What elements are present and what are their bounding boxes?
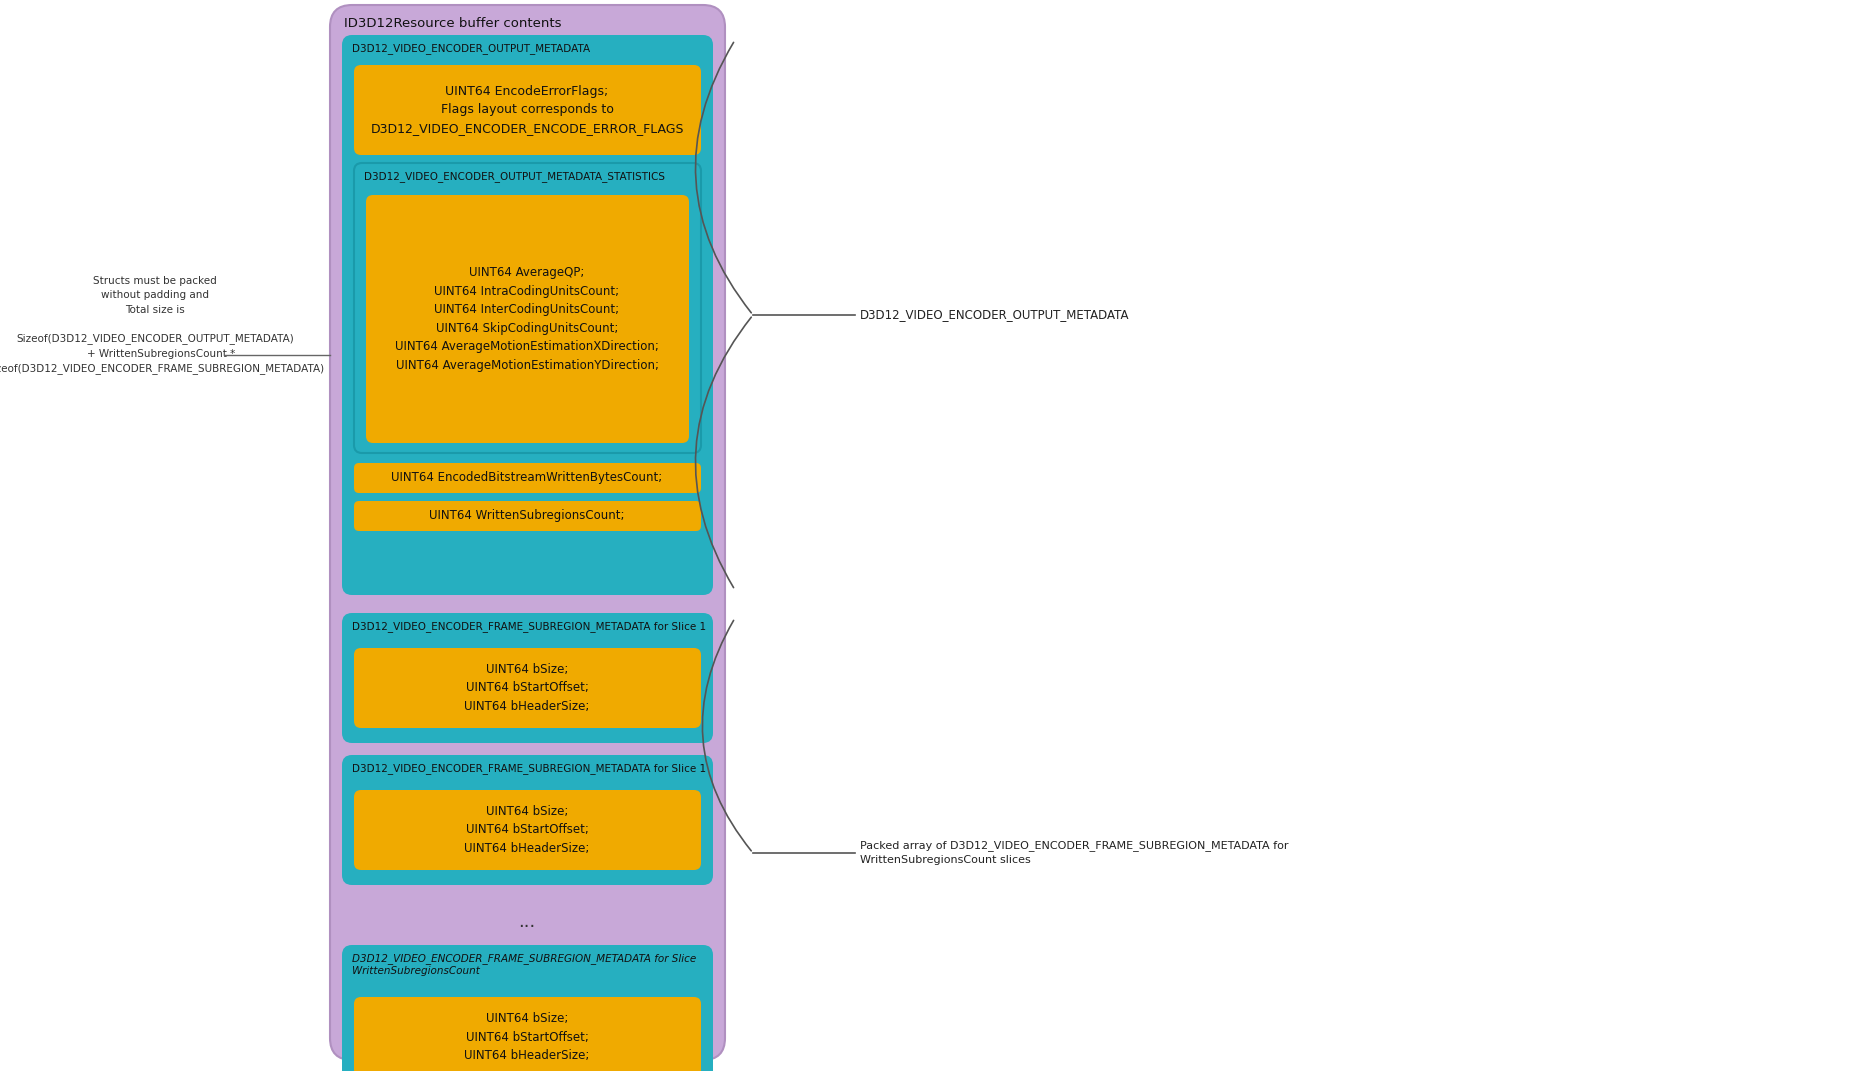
FancyBboxPatch shape (354, 463, 700, 493)
Text: UINT64 EncodeErrorFlags;
Flags layout corresponds to
D3D12_VIDEO_ENCODER_ENCODE_: UINT64 EncodeErrorFlags; Flags layout co… (371, 85, 683, 135)
Text: ID3D12Resource buffer contents: ID3D12Resource buffer contents (344, 17, 562, 30)
FancyBboxPatch shape (354, 648, 700, 728)
FancyBboxPatch shape (354, 997, 700, 1071)
FancyBboxPatch shape (343, 755, 713, 885)
Text: Structs must be packed
without padding and
Total size is

Sizeof(D3D12_VIDEO_ENC: Structs must be packed without padding a… (0, 276, 324, 374)
Text: D3D12_VIDEO_ENCODER_FRAME_SUBREGION_METADATA for Slice 1: D3D12_VIDEO_ENCODER_FRAME_SUBREGION_META… (352, 621, 706, 632)
FancyBboxPatch shape (367, 195, 689, 443)
FancyBboxPatch shape (354, 65, 700, 155)
FancyBboxPatch shape (354, 501, 700, 531)
FancyBboxPatch shape (343, 613, 713, 743)
Text: D3D12_VIDEO_ENCODER_FRAME_SUBREGION_METADATA for Slice 1: D3D12_VIDEO_ENCODER_FRAME_SUBREGION_META… (352, 763, 706, 774)
Text: D3D12_VIDEO_ENCODER_OUTPUT_METADATA: D3D12_VIDEO_ENCODER_OUTPUT_METADATA (352, 43, 590, 54)
Text: D3D12_VIDEO_ENCODER_FRAME_SUBREGION_METADATA for Slice
WrittenSubregionsCount: D3D12_VIDEO_ENCODER_FRAME_SUBREGION_META… (352, 953, 696, 977)
FancyBboxPatch shape (330, 5, 724, 1060)
FancyBboxPatch shape (343, 35, 713, 595)
Text: UINT64 bSize;
UINT64 bStartOffset;
UINT64 bHeaderSize;: UINT64 bSize; UINT64 bStartOffset; UINT6… (464, 1012, 590, 1062)
Text: UINT64 AverageQP;
UINT64 IntraCodingUnitsCount;
UINT64 InterCodingUnitsCount;
UI: UINT64 AverageQP; UINT64 IntraCodingUnit… (395, 267, 659, 372)
Text: Packed array of D3D12_VIDEO_ENCODER_FRAME_SUBREGION_METADATA for
WrittenSubregio: Packed array of D3D12_VIDEO_ENCODER_FRAM… (860, 841, 1289, 865)
FancyBboxPatch shape (343, 945, 713, 1071)
FancyBboxPatch shape (354, 163, 700, 453)
Text: UINT64 bSize;
UINT64 bStartOffset;
UINT64 bHeaderSize;: UINT64 bSize; UINT64 bStartOffset; UINT6… (464, 805, 590, 855)
Text: UINT64 EncodedBitstreamWrittenBytesCount;: UINT64 EncodedBitstreamWrittenBytesCount… (391, 471, 663, 484)
FancyBboxPatch shape (354, 790, 700, 870)
Text: UINT64 WrittenSubregionsCount;: UINT64 WrittenSubregionsCount; (430, 510, 626, 523)
Text: D3D12_VIDEO_ENCODER_OUTPUT_METADATA_STATISTICS: D3D12_VIDEO_ENCODER_OUTPUT_METADATA_STAT… (363, 171, 665, 182)
Text: ...: ... (518, 912, 536, 931)
Text: UINT64 bSize;
UINT64 bStartOffset;
UINT64 bHeaderSize;: UINT64 bSize; UINT64 bStartOffset; UINT6… (464, 663, 590, 713)
Text: D3D12_VIDEO_ENCODER_OUTPUT_METADATA: D3D12_VIDEO_ENCODER_OUTPUT_METADATA (860, 308, 1130, 321)
